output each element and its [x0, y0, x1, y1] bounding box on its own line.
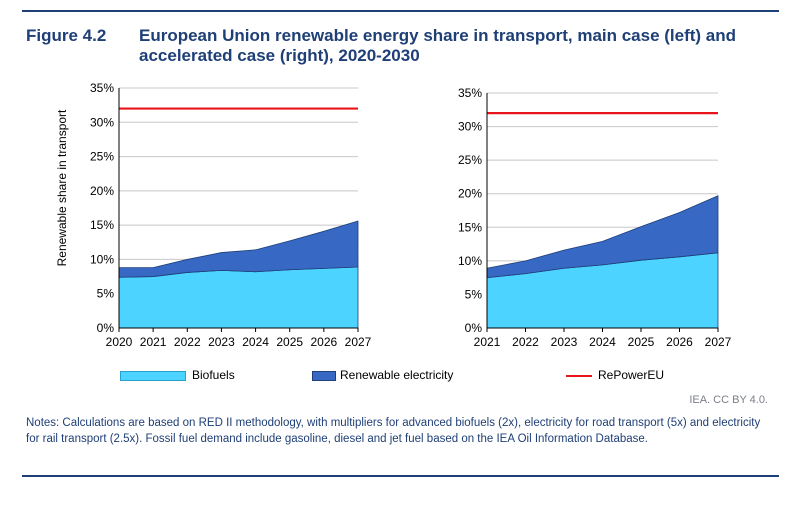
y-tick-label: 15%: [458, 220, 482, 234]
x-tick-label: 2023: [551, 335, 578, 349]
y-tick-label: 10%: [90, 252, 114, 266]
x-tick-label: 2024: [589, 335, 616, 349]
y-tick-label: 5%: [465, 287, 483, 301]
area-renewable-electricity: [486, 195, 719, 279]
legend-biofuels: Biofuels: [120, 368, 235, 384]
source-credit: IEA. CC BY 4.0.: [689, 394, 768, 406]
bottom-rule: [22, 475, 779, 477]
y-tick-label: 30%: [458, 120, 482, 134]
x-tick-label: 2022: [174, 335, 201, 349]
x-tick-label: 2027: [345, 335, 372, 349]
y-tick-label: 20%: [90, 184, 114, 198]
x-tick-label: 2021: [140, 335, 167, 349]
legend-repowereu-label: RePowerEU: [598, 368, 665, 382]
legend-repowereu-line: [566, 375, 592, 377]
top-rule: [22, 10, 779, 12]
y-tick-label: 30%: [90, 115, 114, 129]
x-tick-label: 2022: [512, 335, 539, 349]
legend-renewable-electricity: Renewable electricity: [312, 368, 482, 384]
y-tick-label: 10%: [458, 254, 482, 268]
x-tick-label: 2025: [628, 335, 655, 349]
x-tick-label: 2026: [666, 335, 693, 349]
area-renewable-electricity: [118, 220, 359, 278]
y-tick-label: 5%: [97, 287, 115, 301]
y-tick-label: 25%: [90, 150, 114, 164]
x-tick-label: 2027: [705, 335, 732, 349]
legend-renewable-electricity-swatch: [312, 371, 336, 381]
x-tick-label: 2023: [208, 335, 235, 349]
chart-accelerated-case: 0% 5% 10% 15% 20% 25% 30% 35% 2021 2022 2023 2024 20…: [458, 86, 732, 349]
legend-repowereu: RePowerEU: [566, 368, 676, 384]
notes-text: Notes: Calculations are based on RED II …: [26, 417, 761, 445]
x-tick-label: 2021: [474, 335, 501, 349]
x-tick-label: 2025: [276, 335, 303, 349]
chart-main-case: 0% 5% 10% 15% 20% 25% 30% 35% 2020 2021 2022 2023 20…: [90, 81, 372, 349]
y-tick-label: 0%: [97, 321, 115, 335]
y-tick-label: 15%: [90, 218, 114, 232]
y-tick-label: 0%: [465, 321, 483, 335]
y-tick-label: 35%: [458, 86, 482, 100]
legend-biofuels-label: Biofuels: [192, 368, 235, 382]
y-tick-label: 25%: [458, 153, 482, 167]
x-tick-label: 2024: [242, 335, 269, 349]
figure-label: Figure 4.2: [26, 26, 107, 45]
figure-title: European Union renewable energy share in…: [139, 26, 737, 65]
y-tick-label: 20%: [458, 187, 482, 201]
legend-renewable-electricity-label: Renewable electricity: [340, 368, 454, 382]
x-tick-label: 2026: [311, 335, 338, 349]
y-tick-label: 35%: [90, 81, 114, 95]
legend-biofuels-swatch: [120, 371, 186, 381]
y-axis-label: Renewable share in transport: [55, 109, 69, 266]
x-tick-label: 2020: [106, 335, 133, 349]
